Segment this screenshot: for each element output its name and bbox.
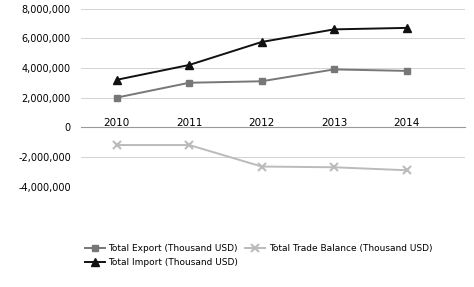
- Total Export (Thousand USD): [186, 81, 192, 84]
- Line: Total Export (Thousand USD): Total Export (Thousand USD): [114, 66, 410, 101]
- Total Import (Thousand USD): [114, 78, 119, 82]
- Total Trade Balance (Thousand USD): [186, 143, 192, 147]
- Total Trade Balance (Thousand USD): [404, 168, 410, 172]
- Total Export (Thousand USD): [259, 79, 264, 83]
- Total Trade Balance (Thousand USD): [114, 143, 119, 147]
- Total Export (Thousand USD): [114, 96, 119, 99]
- Total Import (Thousand USD): [404, 26, 410, 30]
- Line: Total Import (Thousand USD): Total Import (Thousand USD): [113, 24, 411, 84]
- Total Import (Thousand USD): [259, 40, 264, 44]
- Line: Total Trade Balance (Thousand USD): Total Trade Balance (Thousand USD): [113, 141, 410, 174]
- Total Import (Thousand USD): [186, 63, 192, 67]
- Legend: Total Export (Thousand USD), Total Import (Thousand USD), Total Trade Balance (T: Total Export (Thousand USD), Total Impor…: [81, 241, 436, 271]
- Total Export (Thousand USD): [331, 68, 337, 71]
- Total Trade Balance (Thousand USD): [259, 165, 264, 168]
- Total Export (Thousand USD): [404, 69, 410, 73]
- Total Import (Thousand USD): [331, 28, 337, 31]
- Total Trade Balance (Thousand USD): [331, 166, 337, 169]
